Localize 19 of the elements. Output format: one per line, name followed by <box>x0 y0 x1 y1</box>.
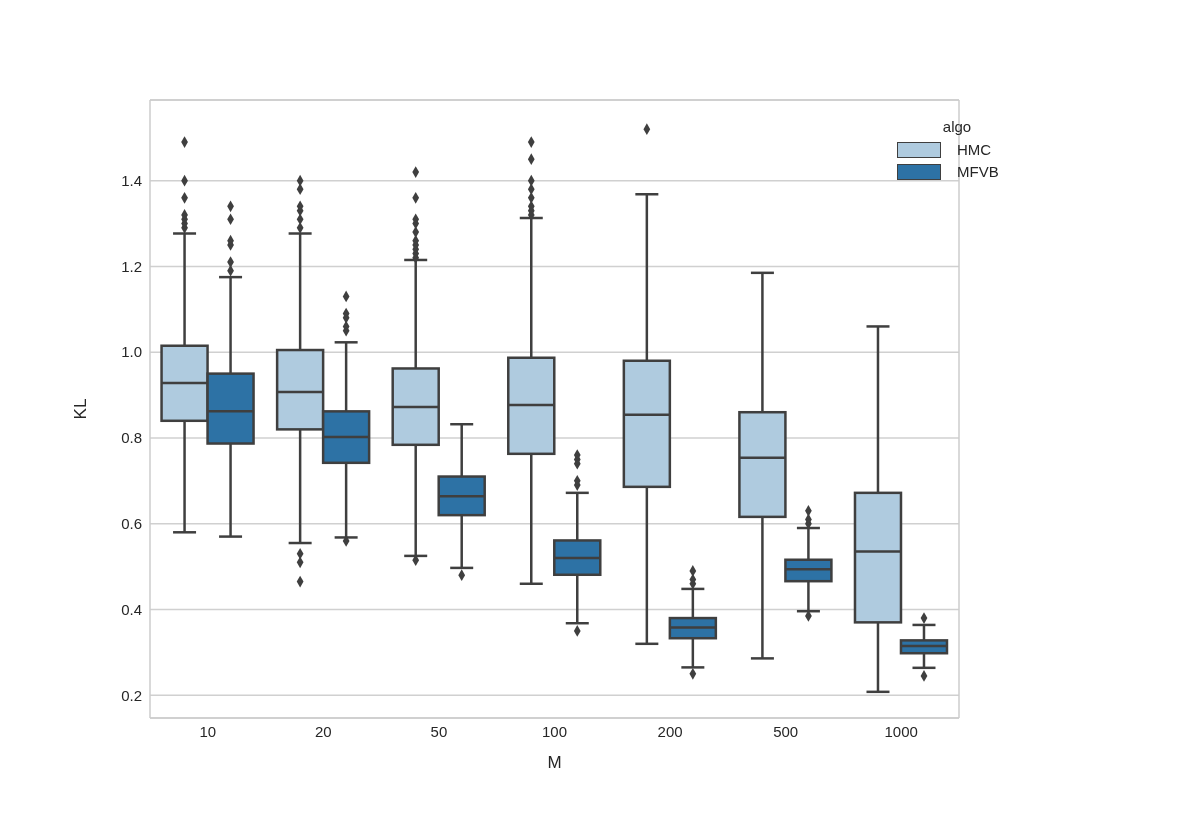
x-tick-label: 10 <box>199 722 217 740</box>
x-axis-title: M <box>547 753 562 772</box>
y-axis-title: KL <box>71 398 91 420</box>
x-tick-label: 100 <box>541 722 568 740</box>
legend-title: algo <box>941 118 973 135</box>
x-tick-label: 50 <box>430 722 448 740</box>
y-tick-label: 0.4 <box>121 600 142 618</box>
y-tick-label: 0.2 <box>121 686 142 704</box>
y-tick-label: 1.4 <box>121 171 142 189</box>
x-tick-label: 500 <box>773 722 799 740</box>
y-tick-label: 0.8 <box>121 429 142 447</box>
x-tick-label: 20 <box>315 722 332 740</box>
legend-label: HMC <box>957 141 992 158</box>
y-tick-label: 1.0 <box>121 343 142 361</box>
x-tick-label: 200 <box>657 722 683 740</box>
x-tick-label: 1000 <box>884 722 918 740</box>
y-tick-label: 0.6 <box>121 515 142 533</box>
legend-label: MFVB <box>957 163 999 180</box>
y-tick-label: 1.2 <box>121 257 142 275</box>
